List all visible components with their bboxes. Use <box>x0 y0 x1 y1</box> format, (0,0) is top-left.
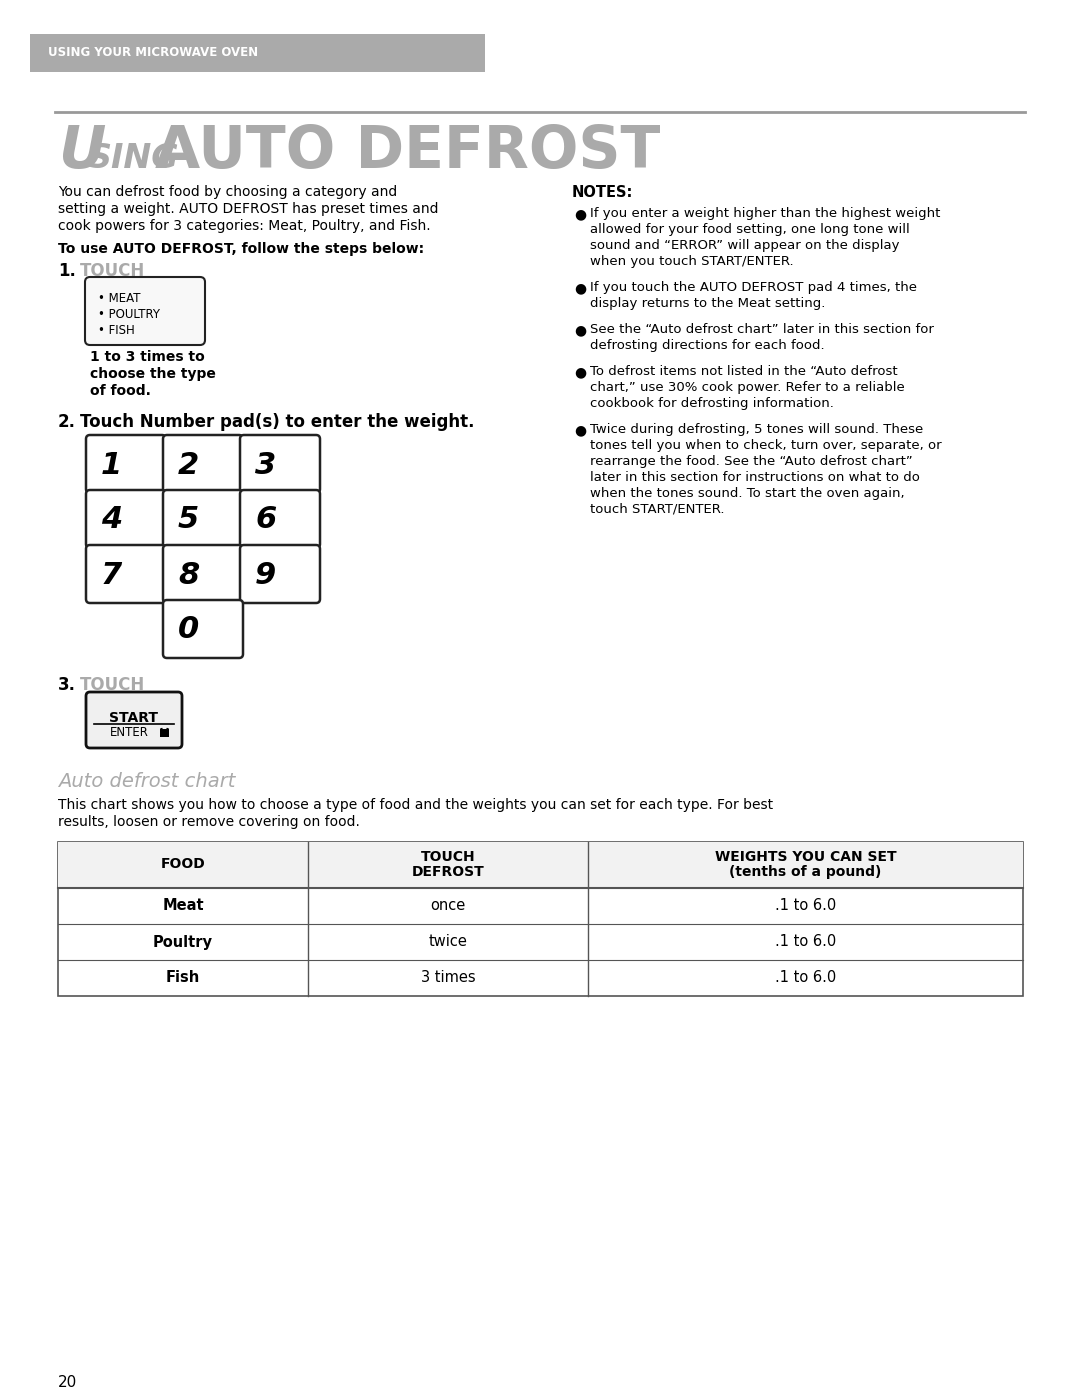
Text: START: START <box>109 711 159 725</box>
Text: AUTO DEFROST: AUTO DEFROST <box>156 123 660 180</box>
Text: sound and “ERROR” will appear on the display: sound and “ERROR” will appear on the dis… <box>590 239 900 251</box>
Text: results, loosen or remove covering on food.: results, loosen or remove covering on fo… <box>58 814 360 828</box>
Text: • FISH: • FISH <box>98 324 135 337</box>
FancyBboxPatch shape <box>163 490 243 548</box>
Text: TOUCH: TOUCH <box>421 849 475 863</box>
Text: ●: ● <box>573 423 586 437</box>
Text: ENTER: ENTER <box>109 726 148 739</box>
FancyBboxPatch shape <box>163 434 243 493</box>
Text: 1: 1 <box>102 450 122 479</box>
Text: 1 to 3 times to: 1 to 3 times to <box>90 351 205 365</box>
Text: To defrost items not listed in the “Auto defrost: To defrost items not listed in the “Auto… <box>590 365 897 379</box>
Text: choose the type: choose the type <box>90 367 216 381</box>
Text: Auto defrost chart: Auto defrost chart <box>58 773 235 791</box>
Text: ●: ● <box>573 323 586 337</box>
Text: FOOD: FOOD <box>161 858 205 872</box>
Text: when the tones sound. To start the oven again,: when the tones sound. To start the oven … <box>590 488 905 500</box>
Text: Meat: Meat <box>162 898 204 914</box>
Text: later in this section for instructions on what to do: later in this section for instructions o… <box>590 471 920 483</box>
FancyBboxPatch shape <box>86 545 166 604</box>
Text: allowed for your food setting, one long tone will: allowed for your food setting, one long … <box>590 224 909 236</box>
FancyBboxPatch shape <box>163 545 243 604</box>
Text: WEIGHTS YOU CAN SET: WEIGHTS YOU CAN SET <box>715 849 896 863</box>
Text: See the “Auto defrost chart” later in this section for: See the “Auto defrost chart” later in th… <box>590 323 934 337</box>
Text: of food.: of food. <box>90 384 151 398</box>
Text: SING: SING <box>87 142 179 175</box>
Text: setting a weight. AUTO DEFROST has preset times and: setting a weight. AUTO DEFROST has prese… <box>58 203 438 217</box>
Text: If you touch the AUTO DEFROST pad 4 times, the: If you touch the AUTO DEFROST pad 4 time… <box>590 281 917 293</box>
Text: defrosting directions for each food.: defrosting directions for each food. <box>590 339 825 352</box>
Text: Fish: Fish <box>166 971 200 985</box>
Text: USING YOUR MICROWAVE OVEN: USING YOUR MICROWAVE OVEN <box>48 46 258 60</box>
Text: 20: 20 <box>58 1375 78 1390</box>
Text: NOTES:: NOTES: <box>572 184 633 200</box>
Bar <box>58 842 1023 996</box>
FancyBboxPatch shape <box>86 434 166 493</box>
Text: chart,” use 30% cook power. Refer to a reliable: chart,” use 30% cook power. Refer to a r… <box>590 381 905 394</box>
FancyBboxPatch shape <box>85 277 205 345</box>
Text: Touch Number pad(s) to enter the weight.: Touch Number pad(s) to enter the weight. <box>80 414 474 432</box>
Text: 7: 7 <box>102 560 122 590</box>
Text: once: once <box>430 898 465 914</box>
Text: U: U <box>58 123 106 180</box>
Text: 4: 4 <box>102 506 122 535</box>
Text: .1 to 6.0: .1 to 6.0 <box>774 971 836 985</box>
Text: TOUCH: TOUCH <box>80 263 145 279</box>
Text: 5: 5 <box>178 506 199 535</box>
Text: 9: 9 <box>255 560 276 590</box>
Text: rearrange the food. See the “Auto defrost chart”: rearrange the food. See the “Auto defros… <box>590 455 913 468</box>
Text: ●: ● <box>573 207 586 221</box>
Text: 3.: 3. <box>58 676 76 694</box>
Text: display returns to the Meat setting.: display returns to the Meat setting. <box>590 298 825 310</box>
Text: twice: twice <box>429 935 468 950</box>
FancyBboxPatch shape <box>160 729 168 738</box>
FancyBboxPatch shape <box>163 599 243 658</box>
Text: 3 times: 3 times <box>421 971 475 985</box>
Text: 2: 2 <box>178 450 199 479</box>
Text: when you touch START/ENTER.: when you touch START/ENTER. <box>590 256 794 268</box>
Text: TOUCH: TOUCH <box>80 676 145 694</box>
Bar <box>58 842 1023 888</box>
FancyBboxPatch shape <box>240 434 320 493</box>
Text: 6: 6 <box>255 506 276 535</box>
Text: .1 to 6.0: .1 to 6.0 <box>774 935 836 950</box>
FancyBboxPatch shape <box>86 490 166 548</box>
Text: ●: ● <box>573 281 586 295</box>
Text: ●: ● <box>573 365 586 379</box>
Text: cookbook for defrosting information.: cookbook for defrosting information. <box>590 397 834 409</box>
Text: To use AUTO DEFROST, follow the steps below:: To use AUTO DEFROST, follow the steps be… <box>58 242 424 256</box>
Text: tones tell you when to check, turn over, separate, or: tones tell you when to check, turn over,… <box>590 439 942 453</box>
FancyBboxPatch shape <box>86 692 183 747</box>
Text: 1.: 1. <box>58 263 76 279</box>
Text: 3: 3 <box>255 450 276 479</box>
Bar <box>30 34 485 73</box>
Text: cook powers for 3 categories: Meat, Poultry, and Fish.: cook powers for 3 categories: Meat, Poul… <box>58 219 431 233</box>
Text: • MEAT: • MEAT <box>98 292 140 305</box>
Text: DEFROST: DEFROST <box>411 865 484 879</box>
Text: touch START/ENTER.: touch START/ENTER. <box>590 503 725 515</box>
FancyBboxPatch shape <box>240 545 320 604</box>
FancyBboxPatch shape <box>240 490 320 548</box>
Text: • POULTRY: • POULTRY <box>98 307 160 321</box>
Text: 2.: 2. <box>58 414 76 432</box>
Text: 8: 8 <box>178 560 199 590</box>
Text: Twice during defrosting, 5 tones will sound. These: Twice during defrosting, 5 tones will so… <box>590 423 923 436</box>
Text: This chart shows you how to choose a type of food and the weights you can set fo: This chart shows you how to choose a typ… <box>58 798 773 812</box>
Text: 0: 0 <box>178 616 199 644</box>
Text: You can defrost food by choosing a category and: You can defrost food by choosing a categ… <box>58 184 397 198</box>
Text: (tenths of a pound): (tenths of a pound) <box>729 865 881 879</box>
Text: If you enter a weight higher than the highest weight: If you enter a weight higher than the hi… <box>590 207 941 219</box>
Text: .1 to 6.0: .1 to 6.0 <box>774 898 836 914</box>
Text: Poultry: Poultry <box>153 935 213 950</box>
